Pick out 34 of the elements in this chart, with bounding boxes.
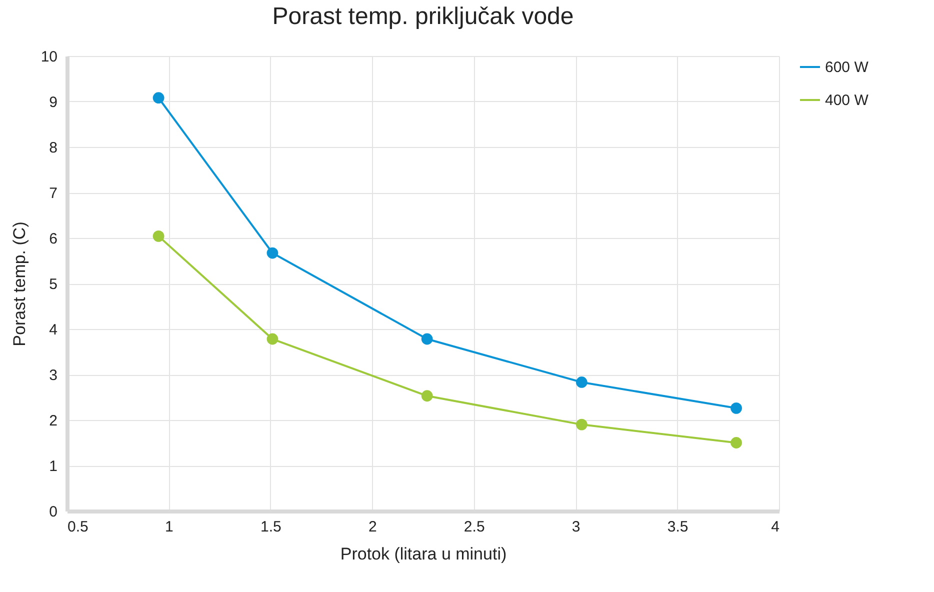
x-tick-label: 1.5 <box>260 518 282 536</box>
legend-label: 400 W <box>825 92 870 109</box>
point <box>576 376 588 388</box>
y-tick-label: 7 <box>49 185 58 202</box>
chart-title: Porast temp. priključak vode <box>272 3 574 30</box>
x-tick-label: 3.5 <box>667 518 688 536</box>
point <box>152 230 164 242</box>
y-tick-label: 5 <box>49 276 58 293</box>
point <box>152 92 164 104</box>
y-axis-title: Porast temp. (C) <box>10 222 29 346</box>
x-axis-title: Protok (litara u minuti) <box>340 544 507 564</box>
y-tick-label: 8 <box>49 140 58 156</box>
legend-label: 600 W <box>825 59 870 76</box>
y-tick-label: 3 <box>49 367 58 384</box>
point <box>730 402 742 414</box>
y-tick-label: 9 <box>49 94 58 111</box>
point <box>266 333 278 345</box>
point <box>421 333 433 345</box>
x-tick-label: 1 <box>165 518 174 536</box>
y-tick-label: 4 <box>49 322 58 338</box>
y-tick-label: 1 <box>49 458 58 475</box>
y-tick-label: 2 <box>49 412 58 430</box>
point <box>730 437 742 448</box>
x-tick-label: 0.5 <box>68 518 88 536</box>
y-tick-label: 0 <box>49 504 58 520</box>
x-tick-label: 2.5 <box>464 518 485 536</box>
point <box>266 247 278 259</box>
x-tick-label: 4 <box>771 518 780 536</box>
point <box>421 390 433 402</box>
y-tick-label: 10 <box>40 48 58 66</box>
y-tick-label: 6 <box>49 230 58 248</box>
x-tick-label: 2 <box>368 518 377 536</box>
x-tick-label: 3 <box>572 518 580 536</box>
point <box>576 418 588 430</box>
